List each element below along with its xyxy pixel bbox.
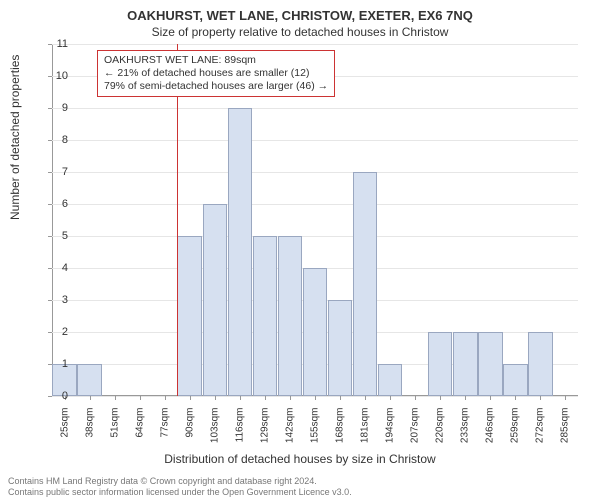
x-tick-mark [465, 396, 466, 400]
x-tick-label: 233sqm [460, 408, 471, 448]
x-tick-mark [565, 396, 566, 400]
x-tick-label: 116sqm [234, 408, 245, 448]
gridline [52, 204, 578, 205]
x-tick-label: 155sqm [310, 408, 321, 448]
chart-plot-area: OAKHURST WET LANE: 89sqm← 21% of detache… [52, 44, 578, 396]
x-tick-mark [215, 396, 216, 400]
x-tick-mark [390, 396, 391, 400]
histogram-bar [177, 236, 202, 396]
y-tick-label: 5 [48, 230, 68, 242]
x-tick-label: 207sqm [410, 408, 421, 448]
x-tick-label: 246sqm [485, 408, 496, 448]
x-tick-label: 142sqm [284, 408, 295, 448]
x-tick-label: 64sqm [134, 408, 145, 448]
footer-line-2: Contains public sector information licen… [8, 487, 352, 498]
x-tick-label: 168sqm [335, 408, 346, 448]
gridline [52, 44, 578, 45]
x-tick-label: 103sqm [209, 408, 220, 448]
x-tick-mark [115, 396, 116, 400]
histogram-bar [478, 332, 503, 396]
x-tick-mark [415, 396, 416, 400]
x-tick-mark [165, 396, 166, 400]
histogram-bar [253, 236, 278, 396]
gridline [52, 172, 578, 173]
x-tick-label: 51sqm [109, 408, 120, 448]
x-tick-mark [440, 396, 441, 400]
title-sub: Size of property relative to detached ho… [0, 23, 600, 39]
x-tick-mark [340, 396, 341, 400]
x-tick-mark [265, 396, 266, 400]
x-tick-label: 194sqm [385, 408, 396, 448]
histogram-bar [77, 364, 102, 396]
histogram-bar [303, 268, 328, 396]
x-tick-mark [365, 396, 366, 400]
histogram-bar [353, 172, 378, 396]
x-tick-mark [90, 396, 91, 400]
y-axis-line [52, 44, 53, 396]
y-tick-label: 3 [48, 294, 68, 306]
histogram-bar [528, 332, 553, 396]
x-tick-label: 38sqm [84, 408, 95, 448]
histogram-bar [328, 300, 353, 396]
x-tick-label: 272sqm [535, 408, 546, 448]
y-tick-label: 4 [48, 262, 68, 274]
x-tick-label: 90sqm [184, 408, 195, 448]
y-tick-label: 6 [48, 198, 68, 210]
y-tick-label: 1 [48, 358, 68, 370]
y-tick-label: 9 [48, 102, 68, 114]
x-tick-label: 181sqm [360, 408, 371, 448]
x-axis-title: Distribution of detached houses by size … [0, 452, 600, 466]
callout-line-1: OAKHURST WET LANE: 89sqm [104, 54, 328, 67]
x-tick-mark [190, 396, 191, 400]
x-tick-mark [540, 396, 541, 400]
histogram-bar [453, 332, 478, 396]
gridline [52, 236, 578, 237]
x-tick-label: 285sqm [560, 408, 571, 448]
x-tick-label: 129sqm [259, 408, 270, 448]
gridline [52, 108, 578, 109]
x-tick-mark [290, 396, 291, 400]
y-tick-label: 7 [48, 166, 68, 178]
x-tick-mark [315, 396, 316, 400]
histogram-bar [503, 364, 528, 396]
footer-attribution: Contains HM Land Registry data © Crown c… [8, 476, 352, 499]
y-tick-label: 11 [48, 38, 68, 50]
histogram-bar [228, 108, 253, 396]
footer-line-1: Contains HM Land Registry data © Crown c… [8, 476, 352, 487]
y-tick-label: 10 [48, 70, 68, 82]
y-tick-label: 0 [48, 390, 68, 402]
gridline [52, 140, 578, 141]
x-tick-mark [515, 396, 516, 400]
callout-line-2: ← 21% of detached houses are smaller (12… [104, 67, 328, 80]
histogram-bar [203, 204, 228, 396]
x-tick-label: 259sqm [510, 408, 521, 448]
histogram-bar [378, 364, 403, 396]
y-tick-label: 2 [48, 326, 68, 338]
histogram-bar [278, 236, 303, 396]
histogram-bar [428, 332, 453, 396]
x-tick-mark [490, 396, 491, 400]
callout-line-3: 79% of semi-detached houses are larger (… [104, 80, 328, 93]
x-tick-label: 77sqm [159, 408, 170, 448]
y-axis-title: Number of detached properties [8, 55, 22, 220]
callout-box: OAKHURST WET LANE: 89sqm← 21% of detache… [97, 50, 335, 97]
title-main: OAKHURST, WET LANE, CHRISTOW, EXETER, EX… [0, 0, 600, 23]
x-tick-mark [140, 396, 141, 400]
x-tick-label: 25sqm [59, 408, 70, 448]
x-tick-label: 220sqm [435, 408, 446, 448]
y-tick-label: 8 [48, 134, 68, 146]
x-tick-mark [240, 396, 241, 400]
